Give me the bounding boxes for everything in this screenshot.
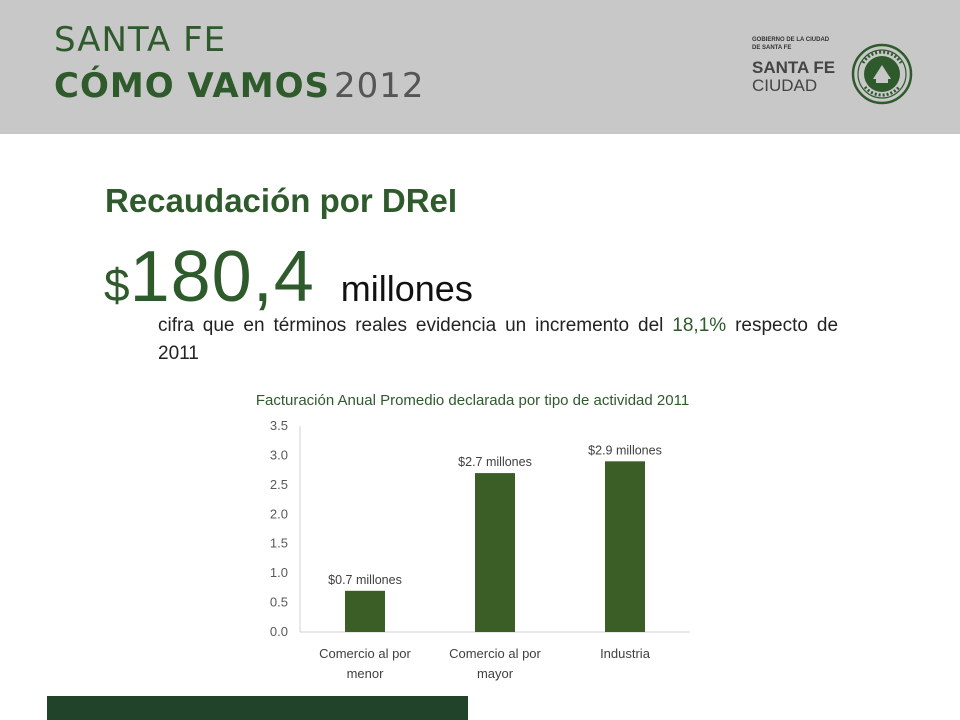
bolsa-comercio-seal-icon (851, 43, 913, 105)
amount-value: 180,4 (129, 237, 315, 317)
description-text: cifra que en términos reales evidencia u… (158, 312, 838, 368)
brand-line-2: CÓMO VAMOS 2012 (54, 66, 425, 106)
category-label: mayor (477, 666, 514, 681)
gov-caption-line-2: DE SANTA FE (752, 45, 792, 51)
gov-caption: GOBIERNO DE LA CIUDAD DE SANTA FE (752, 36, 842, 52)
y-tick-label: 0.0 (270, 624, 288, 639)
header-banner: SANTA FE CÓMO VAMOS 2012 GOBIERNO DE LA C… (0, 0, 960, 134)
brand-year: 2012 (333, 66, 425, 106)
description-percent: 18,1% (672, 315, 727, 336)
bar-chart: 0.0 0.5 1.0 1.5 2.0 2.5 3.0 3.5 $0.7 millones Com… (270, 418, 690, 681)
bar (475, 473, 515, 632)
description-before: cifra que en términos reales evidencia u… (158, 315, 664, 336)
y-tick-label: 2.5 (270, 477, 288, 492)
page-title: Recaudación por DReI (105, 182, 458, 219)
y-tick-label: 1.5 (270, 536, 288, 551)
brand-line-2-text: CÓMO VAMOS (54, 66, 330, 106)
chart-title: Facturación Anual Promedio declarada por… (255, 392, 690, 409)
y-tick-label: 3.0 (270, 447, 288, 462)
category-label: menor (347, 666, 385, 681)
category-label: Comercio al por (319, 646, 411, 661)
city-logo-line-1: SANTA FE (752, 58, 836, 77)
y-tick-label: 1.0 (270, 565, 288, 580)
brand-line-1: SANTA FE (54, 20, 227, 60)
city-logo-line-2: CIUDAD (752, 76, 818, 95)
currency-symbol: $ (104, 259, 130, 311)
bar (345, 590, 385, 632)
gov-caption-line-1: GOBIERNO DE LA CIUDAD (752, 37, 830, 43)
description-after: respecto de 2011 (158, 315, 839, 364)
category-label: Industria (600, 646, 651, 661)
y-tick-label: 3.5 (270, 418, 288, 433)
y-tick-label: 2.0 (270, 506, 288, 521)
bar (605, 461, 645, 632)
data-label: $2.9 millones (588, 443, 662, 457)
y-tick-label: 0.5 (270, 595, 288, 610)
data-label: $2.7 millones (458, 455, 532, 469)
category-label: Comercio al por (449, 646, 541, 661)
amount-unit: millones (340, 268, 473, 309)
footer-bar (47, 696, 468, 720)
amount-display: $180,4 millones (104, 236, 473, 318)
data-label: $0.7 millones (328, 573, 402, 587)
